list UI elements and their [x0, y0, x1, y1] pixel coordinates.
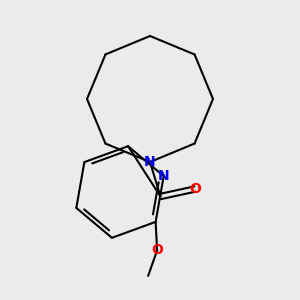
- Text: N: N: [158, 169, 170, 183]
- Text: O: O: [151, 243, 163, 257]
- Text: N: N: [144, 155, 156, 169]
- Text: O: O: [189, 182, 201, 196]
